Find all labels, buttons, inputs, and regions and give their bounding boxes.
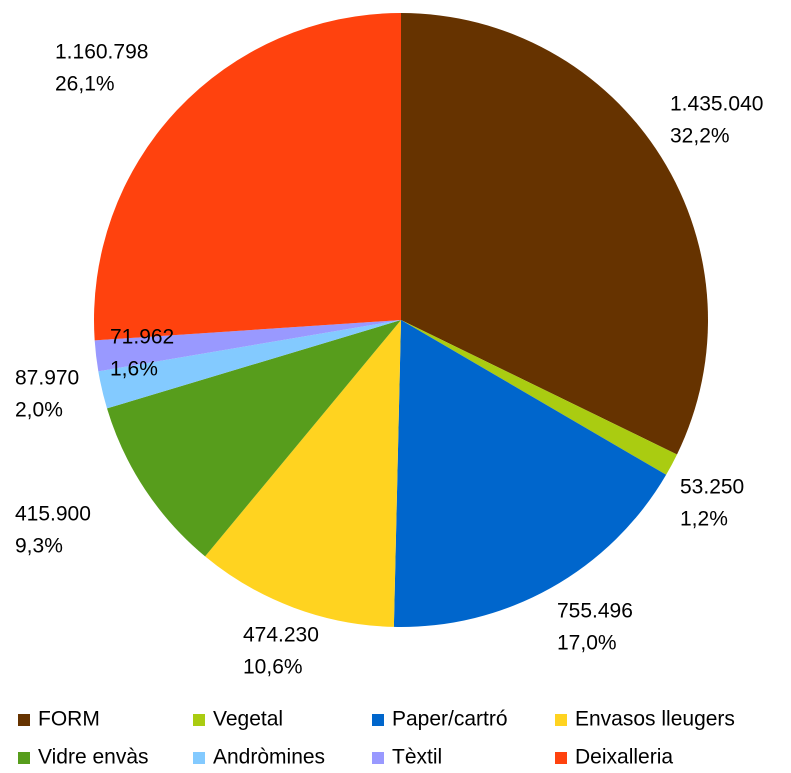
percent-label: 26,1%: [55, 73, 115, 96]
value-label: 71.962: [110, 326, 174, 349]
value-label: 53.250: [680, 476, 744, 499]
legend-label: Vegetal: [213, 708, 283, 731]
pie-slice: [107, 320, 402, 557]
value-label: 87.970: [15, 367, 79, 390]
value-label: 1.160.798: [55, 41, 148, 64]
percent-label: 10,6%: [243, 656, 303, 679]
legend-swatch: [372, 752, 384, 764]
percent-label: 32,2%: [670, 125, 730, 148]
percent-label: 1,6%: [110, 358, 158, 381]
legend-swatch: [372, 714, 384, 726]
pie-slice: [393, 320, 667, 627]
legend-label: Vidre envàs: [38, 746, 149, 769]
percent-label: 2,0%: [15, 399, 63, 422]
legend-swatch: [555, 714, 567, 726]
legend-swatch: [18, 714, 30, 726]
legend-label: Paper/cartró: [392, 708, 508, 731]
legend-label: Deixalleria: [575, 746, 673, 769]
legend-swatch: [193, 752, 205, 764]
value-label: 1.435.040: [670, 93, 763, 116]
legend-swatch: [193, 714, 205, 726]
legend-label: Andròmines: [213, 746, 325, 769]
legend-label: Tèxtil: [392, 746, 442, 769]
value-label: 755.496: [557, 600, 633, 623]
pie-slice: [98, 320, 402, 409]
pie-slice: [205, 320, 401, 627]
percent-label: 17,0%: [557, 632, 617, 655]
legend-label: Envasos lleugers: [575, 708, 735, 731]
pie-slice: [401, 13, 708, 455]
value-label: 474.230: [243, 624, 319, 647]
percent-label: 9,3%: [15, 535, 63, 558]
legend-label: FORM: [38, 708, 100, 731]
legend-swatch: [555, 752, 567, 764]
value-label: 415.900: [15, 503, 91, 526]
pie-slice: [401, 320, 677, 475]
pie-slice: [94, 13, 401, 341]
pie-slice: [94, 320, 402, 372]
percent-label: 1,2%: [680, 508, 728, 531]
legend-swatch: [18, 752, 30, 764]
